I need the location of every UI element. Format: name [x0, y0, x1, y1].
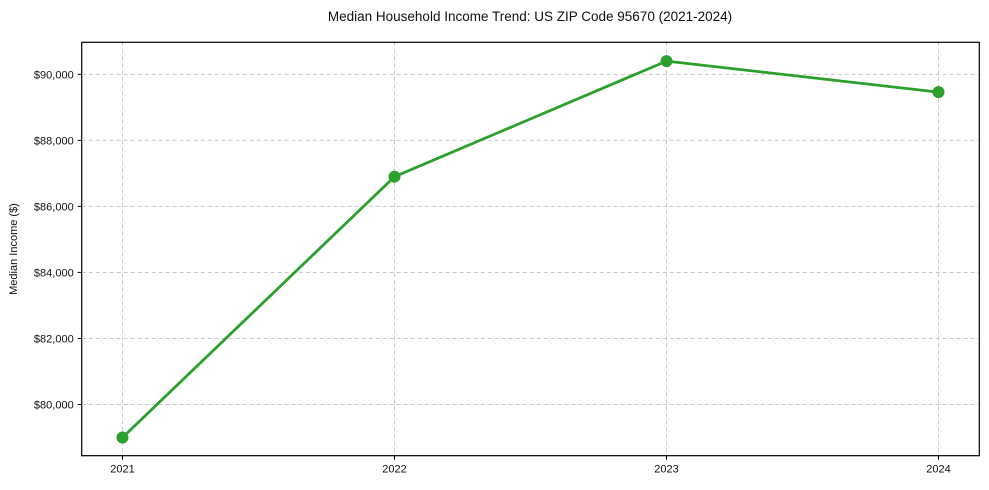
y-tick-label: $90,000: [34, 69, 74, 81]
y-tick-label: $88,000: [34, 135, 74, 147]
data-point-2021: [116, 431, 129, 444]
data-point-2022: [388, 170, 401, 183]
x-tick-label: 2021: [110, 464, 134, 476]
x-tick-label: 2023: [654, 464, 678, 476]
series-line: [121, 59, 940, 439]
y-tick-label: $84,000: [34, 267, 74, 279]
data-point-2023: [660, 55, 673, 68]
plot-border: [81, 41, 980, 457]
chart-title: Median Household Income Trend: US ZIP Co…: [327, 9, 733, 24]
x-tick-label: 2024: [926, 464, 950, 476]
y-tick-label: $86,000: [34, 201, 74, 213]
data-point-2024: [932, 86, 945, 99]
x-tick-label: 2022: [382, 464, 406, 476]
y-tick-label: $80,000: [34, 400, 74, 412]
y-tick-label: $82,000: [34, 333, 74, 345]
